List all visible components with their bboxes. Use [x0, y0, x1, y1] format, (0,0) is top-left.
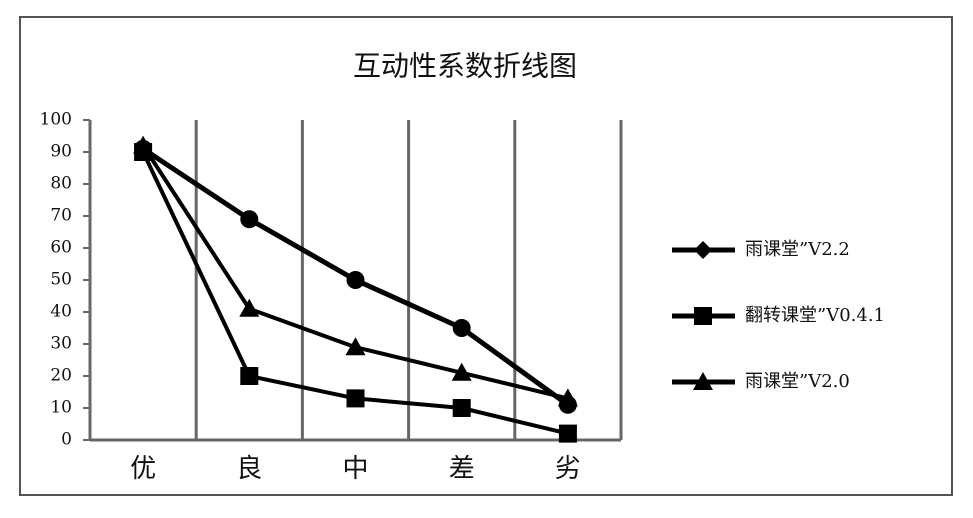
marker [693, 372, 713, 390]
marker [240, 367, 259, 385]
chart-title: 互动性系数折线图 [353, 50, 577, 83]
y-tick-label: 70 [50, 206, 72, 226]
y-tick-label: 20 [50, 366, 72, 386]
marker [694, 241, 712, 259]
marker [346, 271, 365, 289]
y-tick-label: 100 [40, 110, 72, 130]
y-tick-label: 30 [50, 334, 72, 354]
x-tick-label: 良 [236, 454, 262, 484]
marker [240, 210, 259, 229]
y-tick-label: 90 [50, 142, 72, 162]
x-tick-label: 劣 [555, 454, 581, 484]
legend-label: 雨课堂”V2.2 [745, 239, 850, 260]
y-tick-label: 50 [50, 270, 72, 290]
legend-label: 雨课堂”V2.0 [745, 371, 850, 392]
marker [694, 307, 712, 325]
marker [239, 298, 260, 317]
y-tick-label: 60 [50, 238, 72, 258]
y-tick-label: 40 [50, 302, 72, 322]
y-tick-label: 10 [50, 398, 72, 418]
marker [557, 388, 578, 407]
marker [133, 135, 154, 154]
marker [558, 424, 577, 443]
x-tick-label: 中 [342, 454, 368, 484]
marker [451, 362, 472, 381]
y-tick-label: 0 [61, 430, 72, 450]
y-tick-label: 80 [50, 174, 72, 194]
marker [346, 389, 365, 408]
marker [345, 337, 366, 356]
marker [452, 319, 471, 337]
legend-label: 翻转课堂”V0.4.1 [745, 305, 885, 326]
marker [452, 399, 471, 417]
x-tick-label: 差 [449, 454, 475, 484]
x-tick-label: 优 [130, 454, 156, 484]
